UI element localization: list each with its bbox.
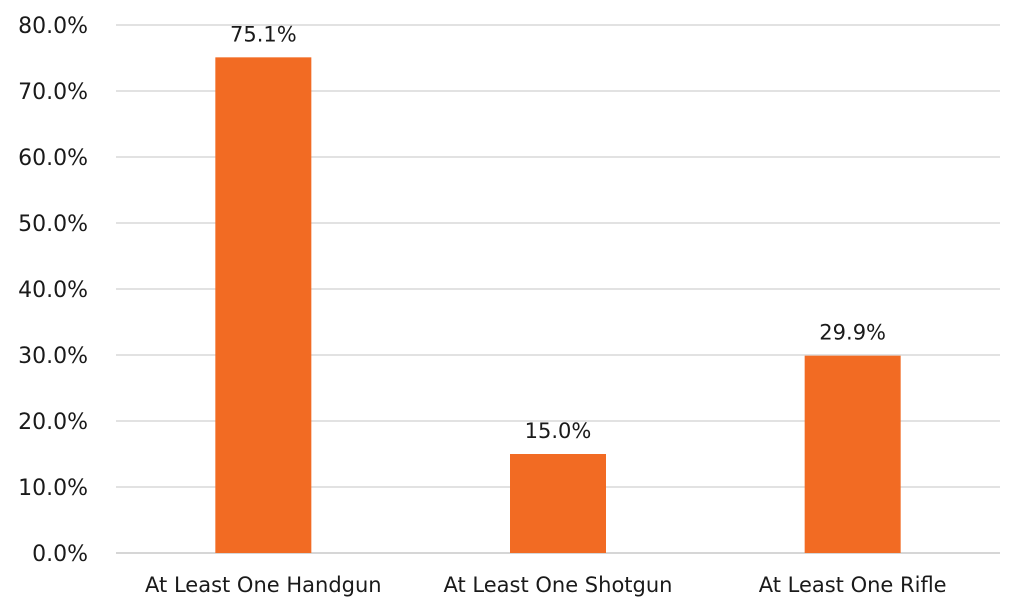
x-axis-category-labels: At Least One Handgun At Least One Shotgun…	[145, 573, 947, 597]
y-axis-tick-labels: 0.0% 10.0% 20.0% 30.0% 40.0% 50.0% 60.0% 70.0% 8…	[18, 14, 88, 567]
y-tick-label: 80.0%	[18, 14, 88, 39]
bar	[215, 57, 312, 554]
y-tick-label: 30.0%	[18, 344, 88, 369]
data-label: 15.0%	[525, 419, 592, 443]
bars	[215, 57, 901, 554]
y-tick-label: 20.0%	[18, 410, 88, 435]
y-tick-label: 40.0%	[18, 278, 88, 303]
category-label: At Least One Rifle	[759, 573, 947, 597]
data-labels: 75.1% 15.0% 29.9%	[230, 22, 886, 443]
category-label: At Least One Handgun	[145, 573, 382, 597]
data-label: 29.9%	[819, 321, 886, 345]
bar	[510, 454, 606, 553]
data-label: 75.1%	[230, 22, 297, 46]
bar	[804, 355, 901, 553]
y-tick-label: 10.0%	[18, 476, 88, 501]
y-tick-label: 0.0%	[32, 542, 88, 567]
y-tick-label: 60.0%	[18, 146, 88, 171]
y-tick-label: 50.0%	[18, 212, 88, 237]
y-tick-label: 70.0%	[18, 80, 88, 105]
category-label: At Least One Shotgun	[444, 573, 673, 597]
